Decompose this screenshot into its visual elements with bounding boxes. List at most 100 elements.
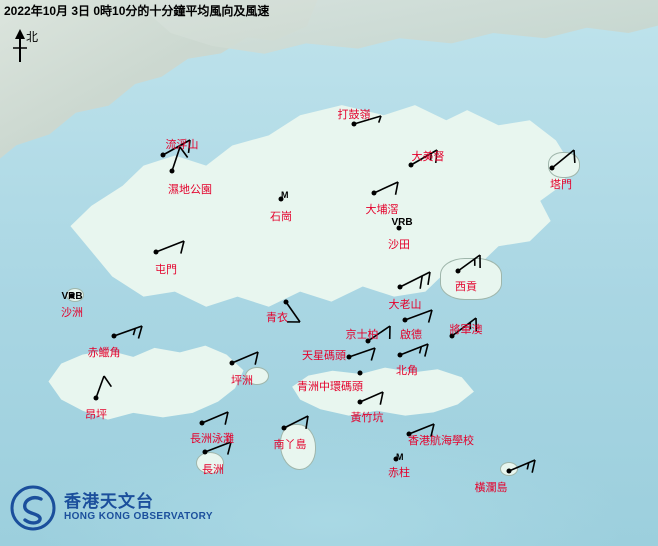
station-label-cheung-chau-beach: 長洲泳灘 bbox=[190, 433, 234, 445]
station-label-cheung-chau: 長洲 bbox=[202, 464, 224, 476]
island-peng-chau bbox=[245, 367, 269, 385]
barb-flag-full bbox=[394, 181, 399, 195]
station-label-ta-kwu-ling: 打鼓嶺 bbox=[337, 109, 371, 121]
landmass-hong-kong-island bbox=[292, 367, 474, 416]
station-marker-chek-lap-kok bbox=[111, 333, 117, 339]
wind-barb-nam-a-island bbox=[283, 415, 309, 429]
station-marker-north-point bbox=[397, 352, 403, 358]
station-label-tai-mei-tuk: 大美督 bbox=[411, 151, 445, 163]
barb-flag-half bbox=[377, 115, 382, 123]
station-label-tin-shui-wai-park: 濕地公園 bbox=[168, 184, 212, 196]
station-label-chek-chue: 赤柱 bbox=[388, 467, 410, 479]
station-label-sha-tin: 沙田 bbox=[388, 239, 410, 251]
north-arrow: 北 bbox=[8, 28, 42, 64]
barb-flag-half bbox=[132, 328, 137, 336]
wind-barb-cheung-chau-beach bbox=[201, 411, 229, 425]
hko-logo-icon bbox=[10, 485, 56, 531]
station-marker-tsing-chau-central bbox=[357, 370, 363, 376]
barb-flag-full bbox=[424, 343, 429, 357]
barb-flag-full bbox=[180, 240, 185, 254]
wind-barb-sai-kung bbox=[457, 254, 481, 272]
station-marker-star-ferry bbox=[346, 354, 352, 360]
barb-flag-full bbox=[305, 415, 309, 429]
barb-flag-full bbox=[430, 423, 435, 437]
page-title: 2022年10月 3日 0時10分的十分鐘平均風向及風速 bbox=[4, 4, 270, 18]
station-marker-waglan-island bbox=[506, 468, 512, 474]
barb-flag-full bbox=[427, 271, 431, 285]
station-marker-sea-school bbox=[406, 431, 412, 437]
vrb-tag-sha-chau: VRB bbox=[61, 291, 83, 302]
station-label-waglan-island: 橫瀾島 bbox=[474, 482, 508, 494]
wind-barb-tsing-yi bbox=[285, 301, 301, 323]
station-label-tai-mo-shan: 大老山 bbox=[388, 299, 422, 311]
station-marker-tai-mei-tuk bbox=[408, 162, 414, 168]
station-label-north-point: 北角 bbox=[396, 365, 418, 377]
island-sha-chau bbox=[66, 288, 84, 302]
station-marker-tsing-yi bbox=[283, 299, 289, 305]
station-marker-tuen-mun bbox=[153, 249, 159, 255]
station-marker-cheung-chau bbox=[202, 449, 208, 455]
wind-barb-north-point bbox=[399, 343, 429, 357]
m-tag-shek-kong: M bbox=[281, 190, 289, 200]
wind-barb-tai-po-kau bbox=[373, 181, 399, 195]
station-label-ngong-ping: 昂坪 bbox=[85, 409, 107, 421]
island-sai-kung-isles bbox=[440, 258, 502, 300]
barb-flag-full bbox=[179, 146, 189, 158]
station-label-tai-po-kau: 大埔滘 bbox=[365, 204, 399, 216]
north-label: 北 bbox=[26, 30, 39, 44]
hko-logo: 香港天文台 HONG KONG OBSERVATORY bbox=[10, 482, 250, 534]
barb-flag-half bbox=[429, 153, 433, 161]
station-label-ping-chau: 坪洲 bbox=[231, 375, 253, 387]
wind-barb-chek-lap-kok bbox=[113, 325, 143, 339]
station-marker-tai-mo-shan bbox=[397, 284, 403, 290]
wind-barb-wong-chuk-hang bbox=[359, 391, 384, 405]
wind-barb-tuen-mun bbox=[155, 240, 185, 254]
station-label-tuen-mun: 屯門 bbox=[155, 264, 177, 276]
station-marker-ta-kwu-ling bbox=[351, 121, 357, 127]
barb-flag-full bbox=[226, 441, 232, 455]
station-marker-tap-mun bbox=[549, 165, 555, 171]
station-label-wong-chuk-hang: 黃竹坑 bbox=[350, 412, 384, 424]
station-marker-sha-tin bbox=[396, 225, 402, 231]
wind-barb-ngong-ping bbox=[95, 375, 113, 399]
island-lamma bbox=[280, 424, 316, 470]
wind-barb-waglan-island bbox=[508, 459, 536, 473]
vrb-tag-sha-tin: VRB bbox=[391, 217, 413, 228]
station-label-shek-kong: 石崗 bbox=[270, 211, 292, 223]
station-label-star-ferry: 天星碼頭 bbox=[302, 350, 346, 362]
wind-barb-tseung-kwan-o bbox=[451, 317, 478, 337]
island-cheung-chau bbox=[196, 452, 224, 474]
station-label-tsing-chau-central: 青洲中環碼頭 bbox=[297, 381, 363, 393]
barb-flag-full bbox=[531, 459, 536, 473]
station-label-tsing-yi: 青衣 bbox=[266, 312, 288, 324]
hko-logo-english: HONG KONG OBSERVATORY bbox=[64, 511, 213, 523]
barb-flag-full bbox=[434, 149, 438, 164]
station-label-nam-a-island: 南丫島 bbox=[273, 439, 307, 451]
station-marker-sai-kung bbox=[455, 268, 461, 274]
station-marker-nam-a-island bbox=[281, 425, 287, 431]
barb-flag-full bbox=[137, 325, 143, 339]
wind-barb-tin-shui-wai-park bbox=[171, 146, 189, 172]
barb-flag-full bbox=[103, 375, 113, 388]
station-marker-ngong-ping bbox=[93, 395, 99, 401]
barb-flag-full bbox=[573, 149, 576, 164]
station-marker-shek-kong bbox=[278, 196, 284, 202]
station-marker-ping-chau bbox=[229, 360, 235, 366]
station-marker-tseung-kwan-o bbox=[449, 333, 455, 339]
barb-flag-half bbox=[526, 462, 530, 470]
wind-barb-star-ferry bbox=[348, 347, 376, 361]
station-label-sha-chau: 沙洲 bbox=[61, 307, 83, 319]
barb-flag-full bbox=[254, 351, 259, 365]
barb-flag-full bbox=[427, 309, 433, 323]
station-marker-sha-chau bbox=[69, 293, 75, 299]
barb-flag-full bbox=[224, 411, 229, 425]
wind-barb-king-s-park bbox=[367, 325, 391, 342]
m-tag-waglan: M bbox=[396, 452, 404, 462]
barb-flag-full bbox=[419, 275, 423, 289]
station-marker-tai-po-kau bbox=[371, 190, 377, 196]
station-label-sai-kung: 西貢 bbox=[455, 281, 477, 293]
barb-flag-full bbox=[187, 139, 191, 154]
station-marker-chek-chue bbox=[393, 456, 399, 462]
wind-barb-tai-mo-shan bbox=[399, 271, 431, 289]
